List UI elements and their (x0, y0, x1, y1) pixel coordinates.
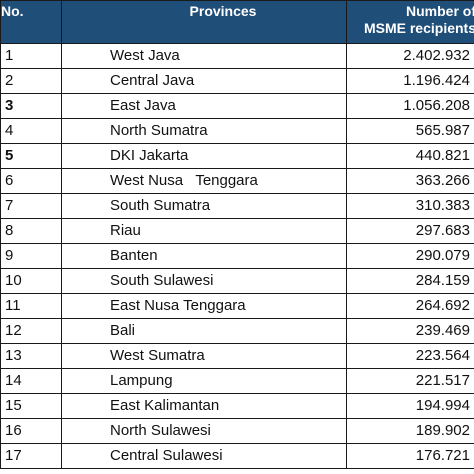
province-name: North Sumatra (61, 118, 347, 144)
msme-recipient-count: 440.821 (346, 143, 474, 169)
msme-recipient-count: 284.159 (346, 268, 474, 294)
row-number: 9 (0, 243, 62, 269)
msme-recipient-count: 565.987 (346, 118, 474, 144)
province-name: South Sulawesi (61, 268, 347, 294)
row-number: 5 (0, 143, 62, 169)
row-number: 13 (0, 343, 62, 369)
table-row: 15 East Kalimantan 194.994 (0, 393, 474, 419)
table-row: 17 Central Sulawesi 176.721 (0, 443, 474, 469)
table-row: 12 Bali 239.469 (0, 318, 474, 344)
row-number: 1 (0, 43, 62, 69)
header-value-line1: Number of (406, 3, 474, 19)
table-body: 1 West Java 2.402.932 2 Central Java 1.196.42… (0, 43, 474, 469)
province-name: Lampung (61, 368, 347, 394)
table-row: 13 West Sumatra 223.564 (0, 343, 474, 369)
province-name: Banten (61, 243, 347, 269)
table-row: 9 Banten 290.079 (0, 243, 474, 269)
header-msme-recipients: Number of MSME recipients (346, 0, 474, 44)
table-row: 5 DKI Jakarta 440.821 (0, 143, 474, 169)
province-name: DKI Jakarta (61, 143, 347, 169)
province-name: West Java (61, 43, 347, 69)
msme-recipient-count: 223.564 (346, 343, 474, 369)
table-row: 16 North Sulawesi 189.902 (0, 418, 474, 444)
table-row: 11 East Nusa Tenggara 264.692 (0, 293, 474, 319)
province-name: East Java (61, 93, 347, 119)
msme-recipient-count: 1.196.424 (346, 68, 474, 94)
row-number: 17 (0, 443, 62, 469)
msme-recipient-count: 189.902 (346, 418, 474, 444)
province-name: East Kalimantan (61, 393, 347, 419)
msme-recipient-count: 297.683 (346, 218, 474, 244)
row-number: 7 (0, 193, 62, 219)
row-number: 8 (0, 218, 62, 244)
table-row: 8 Riau 297.683 (0, 218, 474, 244)
msme-recipient-count: 290.079 (346, 243, 474, 269)
table-row: 1 West Java 2.402.932 (0, 43, 474, 69)
msme-recipient-count: 2.402.932 (346, 43, 474, 69)
province-name: Bali (61, 318, 347, 344)
row-number: 2 (0, 68, 62, 94)
province-name: West Nusa Tenggara (61, 168, 347, 194)
header-value-line2: MSME recipients (363, 20, 474, 36)
msme-recipient-count: 310.383 (346, 193, 474, 219)
province-name: South Sumatra (61, 193, 347, 219)
msme-recipient-count: 264.692 (346, 293, 474, 319)
table-row: 6 West Nusa Tenggara 363.266 (0, 168, 474, 194)
table-row: 3 East Java 1.056.208 (0, 93, 474, 119)
row-number: 12 (0, 318, 62, 344)
table-row: 14 Lampung 221.517 (0, 368, 474, 394)
table-row: 7 South Sumatra 310.383 (0, 193, 474, 219)
province-name: East Nusa Tenggara (61, 293, 347, 319)
table-row: 2 Central Java 1.196.424 (0, 68, 474, 94)
header-row: No. Provinces Number of MSME recipients (0, 0, 474, 44)
msme-recipient-count: 363.266 (346, 168, 474, 194)
province-name: West Sumatra (61, 343, 347, 369)
table-row: 10 South Sulawesi 284.159 (0, 268, 474, 294)
table-header: No. Provinces Number of MSME recipients (0, 0, 474, 44)
row-number: 11 (0, 293, 62, 319)
row-number: 16 (0, 418, 62, 444)
province-name: Central Java (61, 68, 347, 94)
header-provinces: Provinces (61, 0, 347, 44)
table-row: 4 North Sumatra 565.987 (0, 118, 474, 144)
province-name: Riau (61, 218, 347, 244)
msme-recipient-count: 1.056.208 (346, 93, 474, 119)
msme-recipient-count: 239.469 (346, 318, 474, 344)
row-number: 15 (0, 393, 62, 419)
row-number: 4 (0, 118, 62, 144)
row-number: 3 (0, 93, 62, 119)
header-no: No. (0, 0, 62, 44)
province-name: North Sulawesi (61, 418, 347, 444)
row-number: 14 (0, 368, 62, 394)
msme-recipient-count: 194.994 (346, 393, 474, 419)
msme-recipient-count: 176.721 (346, 443, 474, 469)
row-number: 6 (0, 168, 62, 194)
msme-recipient-count: 221.517 (346, 368, 474, 394)
row-number: 10 (0, 268, 62, 294)
province-name: Central Sulawesi (61, 443, 347, 469)
